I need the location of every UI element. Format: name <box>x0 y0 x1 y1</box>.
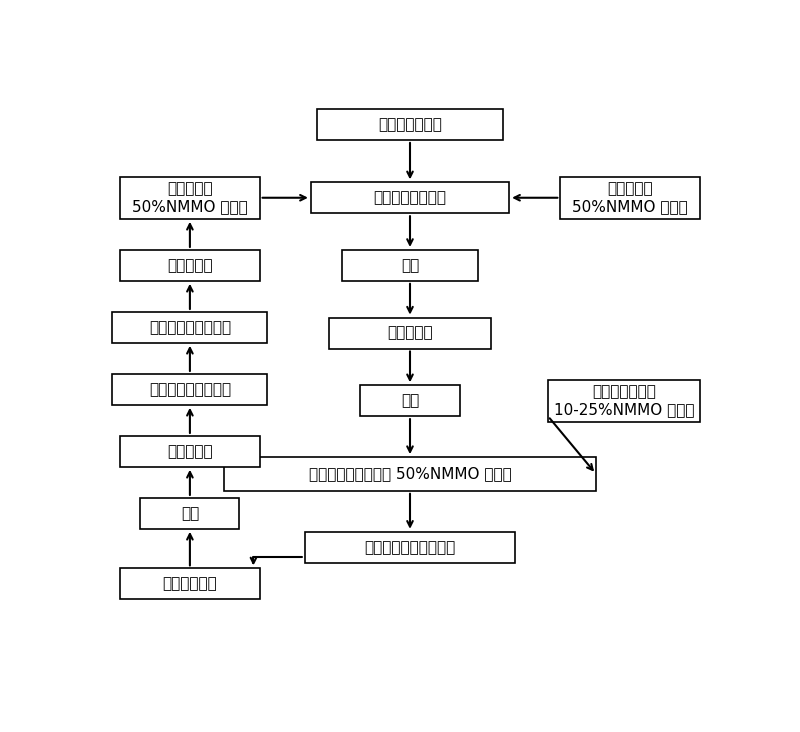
Bar <box>120 250 260 281</box>
Text: 再生纤维素纤维后处理: 再生纤维素纤维后处理 <box>364 539 456 555</box>
Text: 纤维素浆粕原料: 纤维素浆粕原料 <box>378 117 442 132</box>
Bar <box>120 568 260 600</box>
Bar <box>120 176 260 219</box>
Text: 纺丝: 纺丝 <box>401 393 419 408</box>
Bar <box>310 182 509 213</box>
Text: 质量浓度为
50%NMMO 水溶液: 质量浓度为 50%NMMO 水溶液 <box>572 182 688 214</box>
Text: 微孔膜微滤: 微孔膜微滤 <box>167 444 213 459</box>
Bar <box>360 385 459 417</box>
Bar <box>330 318 490 348</box>
Text: 过滤、脱泡: 过滤、脱泡 <box>387 326 433 340</box>
Text: 加入质量浓度为
10-25%NMMO 水溶液: 加入质量浓度为 10-25%NMMO 水溶液 <box>554 384 694 417</box>
Bar <box>560 176 700 219</box>
Text: 阴离子交换树脂处理: 阴离子交换树脂处理 <box>149 382 231 397</box>
Bar <box>140 498 239 529</box>
Text: 溶解: 溶解 <box>401 258 419 273</box>
Text: 混合、脱水、溶胀: 混合、脱水、溶胀 <box>374 190 446 205</box>
Text: 凝固浴接收槽: 凝固浴接收槽 <box>162 576 218 591</box>
Text: 凝固浴：质量浓度为 50%NMMO 水溶液: 凝固浴：质量浓度为 50%NMMO 水溶液 <box>309 466 511 482</box>
Text: 粗滤: 粗滤 <box>181 506 199 521</box>
Bar <box>305 531 515 563</box>
Bar <box>112 374 267 405</box>
Bar <box>317 109 503 140</box>
Bar <box>224 457 596 491</box>
Bar <box>548 379 700 422</box>
Bar <box>342 250 478 281</box>
Text: 阳离子交换树脂处理: 阳离子交换树脂处理 <box>149 320 231 335</box>
Bar <box>112 312 267 343</box>
Text: 双氧水氧化: 双氧水氧化 <box>167 258 213 273</box>
Text: 质量浓度为
50%NMMO 水溶液: 质量浓度为 50%NMMO 水溶液 <box>132 182 248 214</box>
Bar <box>120 436 260 467</box>
